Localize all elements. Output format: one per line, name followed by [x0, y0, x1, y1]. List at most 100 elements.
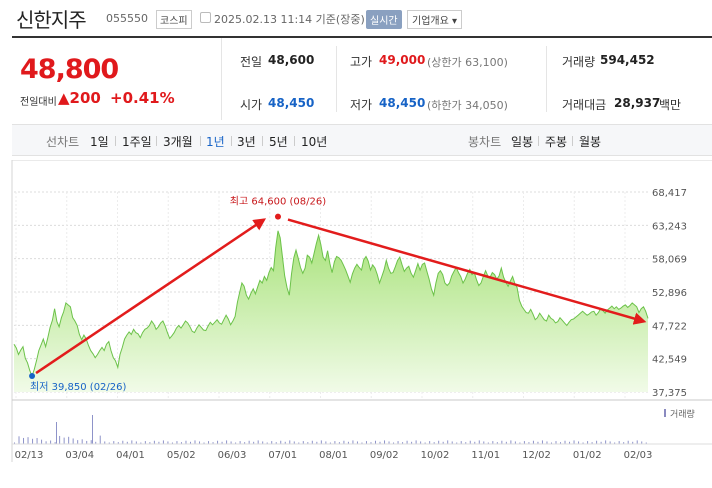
volume-bar [307, 442, 309, 444]
volume-bar [379, 441, 381, 444]
volume-bar [406, 440, 408, 444]
volume-bar [95, 441, 97, 444]
low-value: 48,450 [379, 96, 426, 110]
x-tick-label: 06/03 [218, 450, 247, 461]
volume-bar [266, 442, 268, 444]
stats-divider [546, 46, 547, 112]
volume-bar [99, 435, 101, 444]
price-chart[interactable]: 68,417 63,243 58,069 52,896 47,722 42,549 37,3… [0, 159, 712, 488]
volume-bar [262, 441, 264, 444]
x-tick-label: 11/01 [471, 450, 500, 461]
period-5y[interactable]: 5년 [269, 135, 288, 149]
volume-bar [370, 442, 372, 444]
volume-bar [632, 441, 634, 444]
x-tick-label: 01/02 [573, 450, 602, 461]
volume-bar [18, 436, 20, 444]
volume-bar [253, 441, 255, 444]
volume-bar [162, 440, 164, 444]
low-label: 저가 [350, 98, 373, 112]
x-tick-label: 10/02 [421, 450, 450, 461]
volume-bar [514, 441, 516, 444]
volume-bar [614, 442, 616, 444]
volume-bar [108, 442, 110, 444]
volume-bar [289, 440, 291, 444]
volume-bar [248, 440, 250, 444]
trend-up-arrow [35, 218, 267, 375]
volume-bar [167, 441, 169, 444]
company-overview-dropdown[interactable]: 기업개요 ▾ [407, 10, 462, 29]
period-1y[interactable]: 1년 [206, 135, 225, 149]
high-marker [274, 213, 281, 220]
period-10y[interactable]: 10년 [301, 135, 328, 149]
period-selector: 선차트 1일 1주일 3개월 1년 3년 5년 10년 봉차트 일봉 주봉 월봉 [12, 124, 712, 156]
separator [538, 136, 539, 146]
volume-bar [199, 441, 201, 444]
trade-amount-value: 28,937 [614, 96, 661, 110]
stock-name[interactable]: 신한지주 [16, 8, 87, 32]
candle-daily[interactable]: 일봉 [511, 135, 534, 149]
volume-bar [429, 441, 431, 444]
stock-code: 055550 [106, 12, 148, 25]
volume-bar [257, 440, 259, 444]
volume-bar [541, 440, 543, 444]
volume-bar [433, 442, 435, 444]
volume-bar [86, 440, 88, 444]
volume-bar [217, 440, 219, 444]
volume-bar [424, 442, 426, 444]
low-label: 최저 39,850 (02/26) [30, 381, 126, 393]
volume-bar [393, 442, 395, 444]
trend-down-arrow [287, 218, 647, 325]
volume-bar [564, 440, 566, 444]
volume-bar [117, 442, 119, 444]
volume-bar [126, 441, 128, 444]
current-price: 48,800 [20, 54, 119, 85]
candle-monthly[interactable]: 월봉 [579, 135, 602, 149]
volume-bar [438, 440, 440, 444]
volume-bar [609, 441, 611, 444]
volume-bar [528, 442, 530, 444]
volume-bar [77, 440, 79, 444]
volume-bar [280, 440, 282, 444]
open-label: 시가 [240, 98, 263, 112]
volume-bar [483, 441, 485, 444]
y-tick-label: 52,896 [652, 288, 687, 299]
market-badge: 코스피 [156, 10, 192, 29]
volume-bar [311, 440, 313, 444]
volume-bar [352, 440, 354, 444]
x-tick-label: 02/13 [15, 450, 44, 461]
candle-weekly[interactable]: 주봉 [545, 135, 568, 149]
y-tick-label: 58,069 [652, 255, 687, 266]
volume-bar [460, 441, 462, 444]
period-1w[interactable]: 1주일 [122, 135, 152, 149]
volume-bar [144, 441, 146, 444]
volume-bar [90, 440, 92, 444]
period-3y[interactable]: 3년 [237, 135, 256, 149]
price-chart-svg[interactable]: 68,417 63,243 58,069 52,896 47,722 42,549 37,3… [0, 159, 712, 488]
volume-bar [555, 441, 557, 444]
realtime-badge[interactable]: 실시간 [366, 10, 402, 29]
volume-bar [226, 440, 228, 444]
volume-bar [618, 441, 620, 444]
volume-bar [140, 442, 142, 444]
volume-bar [356, 441, 358, 444]
stats-divider [336, 46, 337, 112]
volume-legend-swatch [664, 409, 666, 417]
volume-bar [492, 441, 494, 444]
volume-bar [569, 441, 571, 444]
separator [294, 136, 295, 146]
separator [572, 136, 573, 146]
volume-value: 594,452 [600, 53, 655, 67]
separator [115, 136, 116, 146]
volume-bar [374, 440, 376, 444]
volume-bar [113, 441, 115, 444]
quote-timestamp: 2025.02.13 11:14 기준(장중) [214, 13, 365, 26]
volume-bar [171, 442, 173, 444]
volume-bar [158, 441, 160, 444]
period-3m[interactable]: 3개월 [163, 135, 193, 149]
volume-bar [45, 441, 47, 444]
volume-bar [41, 439, 43, 444]
header-divider [12, 36, 712, 38]
period-1d[interactable]: 1일 [90, 135, 109, 149]
volume-bar [478, 440, 480, 444]
volume-bar [501, 440, 503, 444]
